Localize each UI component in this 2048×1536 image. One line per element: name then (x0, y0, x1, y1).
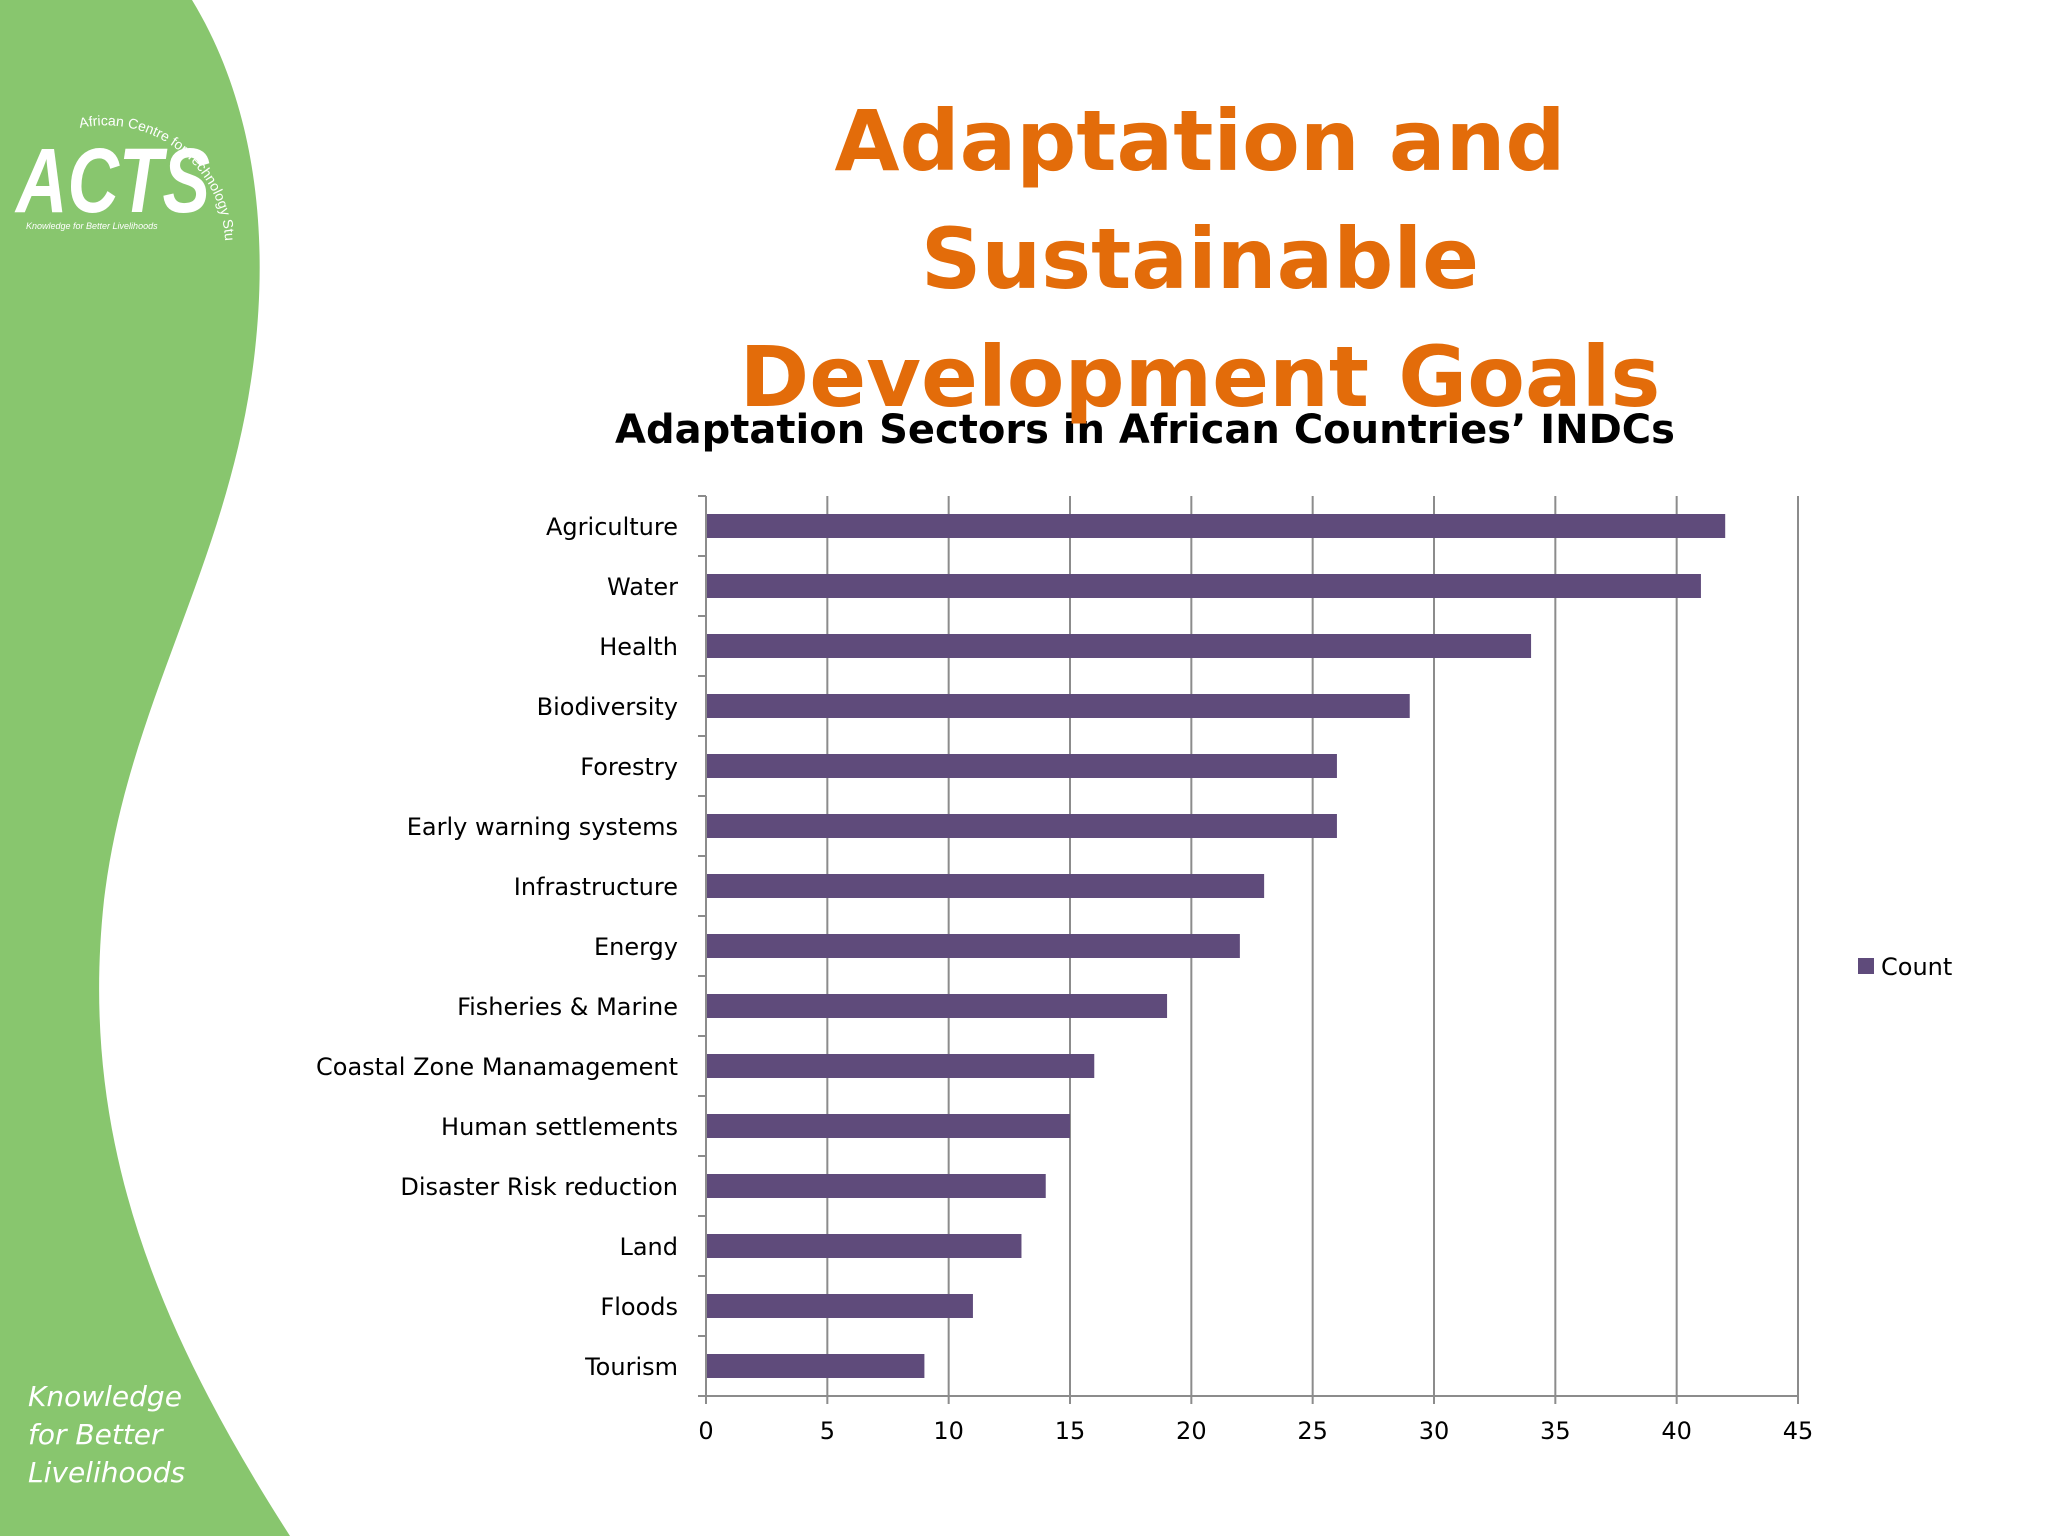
category-label: Water (607, 573, 678, 601)
category-label: Disaster Risk reduction (400, 1173, 678, 1201)
logo-small-tagline: Knowledge for Better Livelihoods (26, 221, 158, 231)
page-title: Adaptation and Sustainable Development G… (560, 82, 1840, 436)
bar (706, 754, 1337, 778)
bar (706, 1054, 1095, 1078)
x-tick-label: 15 (1055, 1417, 1086, 1445)
bar (706, 994, 1168, 1018)
category-label: Floods (600, 1293, 678, 1321)
bar (706, 1234, 1022, 1258)
logo-wordmark: ACTS (14, 130, 210, 232)
bar (706, 694, 1410, 718)
page-title-line2: Development Goals (739, 328, 1661, 426)
bar (706, 1114, 1070, 1138)
category-label: Agriculture (546, 513, 678, 541)
x-tick-label: 0 (698, 1417, 713, 1445)
page-title-line1: Adaptation and Sustainable (834, 92, 1566, 308)
x-tick-label: 5 (820, 1417, 835, 1445)
category-label: Biodiversity (537, 693, 678, 721)
category-label: Infrastructure (514, 873, 678, 901)
tagline-line2: for Better (28, 1418, 163, 1451)
category-label: Land (619, 1233, 678, 1261)
bar (706, 1294, 973, 1318)
x-tick-label: 20 (1176, 1417, 1207, 1445)
bar (706, 634, 1532, 658)
x-tick-label: 25 (1297, 1417, 1328, 1445)
chart-legend: Count (1858, 953, 1952, 981)
chart-title: Adaptation Sectors in African Countries’… (615, 407, 1675, 453)
x-tick-label: 30 (1419, 1417, 1450, 1445)
category-label: Early warning systems (407, 813, 678, 841)
chart-axes (698, 495, 1799, 1404)
category-label: Health (599, 633, 678, 661)
bar (706, 814, 1337, 838)
tagline-line3: Livelihoods (28, 1456, 186, 1489)
bar (706, 514, 1726, 538)
bar (706, 874, 1265, 898)
tagline-line1: Knowledge (28, 1380, 182, 1413)
bar (706, 1174, 1046, 1198)
category-label: Energy (594, 933, 678, 961)
green-sidebar-shape (0, 0, 290, 1536)
bar (706, 934, 1240, 958)
chart-bars (706, 514, 1726, 1378)
legend-label: Count (1881, 953, 1952, 981)
legend-swatch (1858, 958, 1874, 974)
category-label: Tourism (584, 1353, 678, 1381)
x-tick-label: 40 (1661, 1417, 1692, 1445)
category-label: Forestry (580, 753, 678, 781)
x-tick-label: 45 (1783, 1417, 1814, 1445)
x-tick-label: 35 (1540, 1417, 1571, 1445)
bar (706, 1354, 925, 1378)
bar (706, 574, 1701, 598)
chart-category-labels: Agriculture Water Health Biodiversity Forest… (316, 513, 678, 1381)
tagline: Knowledge for Better Livelihoods (28, 1378, 185, 1492)
x-tick-label: 10 (933, 1417, 964, 1445)
category-label: Human settlements (441, 1113, 678, 1141)
chart-tick-labels: 0 5 10 15 20 25 30 35 40 45 (698, 1417, 1813, 1445)
category-label: Fisheries & Marine (457, 993, 678, 1021)
category-label: Coastal Zone Manamagement (316, 1053, 678, 1081)
